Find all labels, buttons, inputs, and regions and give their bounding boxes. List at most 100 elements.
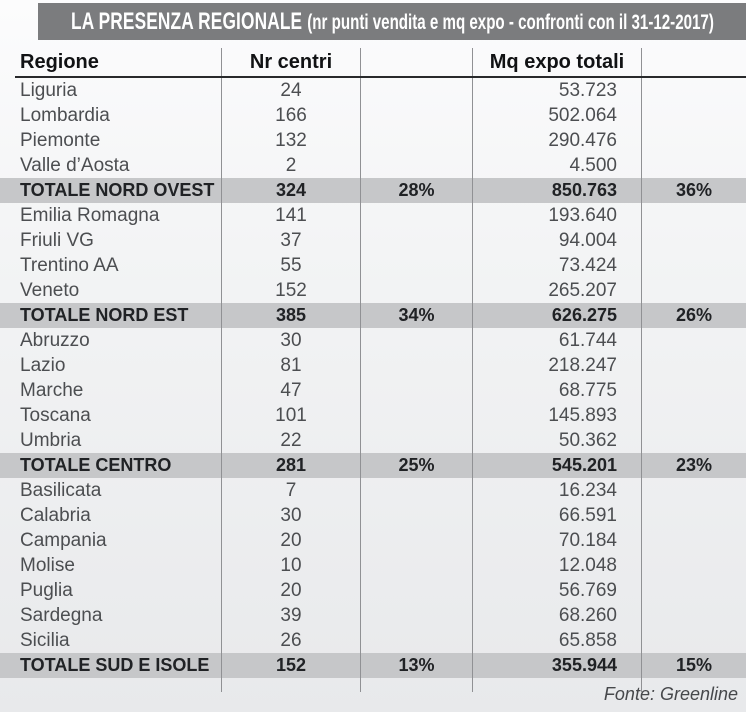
centers-pct-cell <box>361 603 473 628</box>
header-centers-pct-label <box>361 48 473 76</box>
region-cell: Lazio <box>0 353 222 378</box>
mq-cell: 193.640 <box>473 203 642 228</box>
centers-cell: 152 <box>222 653 361 678</box>
region-cell: Campania <box>0 528 222 553</box>
region-cell: TOTALE CENTRO <box>0 453 222 478</box>
table-header-row: Regione Nr centri Mq expo totali <box>0 48 746 76</box>
table-row: Piemonte 132 290.476 <box>0 128 746 153</box>
table-body: Liguria 24 53.723 Lombardia 166 502.064 Piemon… <box>0 78 746 692</box>
region-cell: Valle d’Aosta <box>0 153 222 178</box>
centers-pct-cell <box>361 253 473 278</box>
centers-pct-cell <box>361 628 473 653</box>
centers-pct-cell <box>361 278 473 303</box>
region-cell: Veneto <box>0 278 222 303</box>
centers-pct-cell <box>361 528 473 553</box>
header-rule <box>15 76 746 78</box>
centers-pct-cell <box>361 503 473 528</box>
table-row: Trentino AA 55 73.424 <box>0 253 746 278</box>
centers-cell: 81 <box>222 353 361 378</box>
table-row: Sardegna 39 68.260 <box>0 603 746 628</box>
mq-cell: 68.775 <box>473 378 642 403</box>
region-cell: Piemonte <box>0 128 222 153</box>
mq-pct-cell <box>642 628 746 653</box>
table-row: Marche 47 68.775 <box>0 378 746 403</box>
table-row: Calabria 30 66.591 <box>0 503 746 528</box>
mq-pct-cell <box>642 228 746 253</box>
centers-pct-cell <box>361 128 473 153</box>
region-cell <box>0 678 222 692</box>
region-cell: Toscana <box>0 403 222 428</box>
mq-pct-cell <box>642 403 746 428</box>
centers-cell: 324 <box>222 178 361 203</box>
table-row: Puglia 20 56.769 <box>0 578 746 603</box>
mq-cell: 66.591 <box>473 503 642 528</box>
region-cell: Molise <box>0 553 222 578</box>
centers-cell: 20 <box>222 528 361 553</box>
title-line: LA PRESENZA REGIONALE (nr punti vendita e… <box>71 8 714 36</box>
page-title: LA PRESENZA REGIONALE <box>70 7 302 35</box>
mq-pct-cell <box>642 603 746 628</box>
centers-pct-cell: 28% <box>361 178 473 203</box>
region-cell: TOTALE NORD OVEST <box>0 178 222 203</box>
centers-pct-cell <box>361 478 473 503</box>
title-bar: LA PRESENZA REGIONALE (nr punti vendita e… <box>38 3 746 40</box>
centers-pct-cell: 34% <box>361 303 473 328</box>
region-cell: Liguria <box>0 78 222 103</box>
mq-pct-cell <box>642 253 746 278</box>
mq-pct-cell <box>642 128 746 153</box>
centers-cell: 39 <box>222 603 361 628</box>
mq-cell: 850.763 <box>473 178 642 203</box>
centers-cell: 10 <box>222 553 361 578</box>
centers-cell: 24 <box>222 78 361 103</box>
mq-pct-cell <box>642 553 746 578</box>
header-mq-pct-label <box>642 48 746 76</box>
mq-pct-cell <box>642 478 746 503</box>
table-row: Liguria 24 53.723 <box>0 78 746 103</box>
centers-pct-cell <box>361 153 473 178</box>
centers-cell: 141 <box>222 203 361 228</box>
mq-cell: 53.723 <box>473 78 642 103</box>
mq-cell: 56.769 <box>473 578 642 603</box>
centers-pct-cell: 13% <box>361 653 473 678</box>
divider-spacer-row <box>0 678 746 692</box>
region-cell: Friuli VG <box>0 228 222 253</box>
mq-cell: 68.260 <box>473 603 642 628</box>
table-row: Campania 20 70.184 <box>0 528 746 553</box>
total-row: TOTALE NORD EST 385 34% 626.275 26% <box>0 303 746 328</box>
mq-cell: 50.362 <box>473 428 642 453</box>
centers-pct-cell <box>361 78 473 103</box>
region-cell: Lombardia <box>0 103 222 128</box>
mq-cell: 12.048 <box>473 553 642 578</box>
mq-cell <box>473 678 642 692</box>
mq-pct-cell <box>642 578 746 603</box>
mq-cell: 65.858 <box>473 628 642 653</box>
mq-cell: 626.275 <box>473 303 642 328</box>
region-cell: Puglia <box>0 578 222 603</box>
mq-cell: 218.247 <box>473 353 642 378</box>
centers-pct-cell <box>361 328 473 353</box>
region-cell: TOTALE SUD E ISOLE <box>0 653 222 678</box>
mq-pct-cell: 15% <box>675 655 713 675</box>
region-cell: Sardegna <box>0 603 222 628</box>
mq-pct-cell <box>642 528 746 553</box>
centers-cell: 37 <box>222 228 361 253</box>
total-row: TOTALE SUD E ISOLE 152 13% 355.944 15% <box>0 653 746 678</box>
mq-pct-cell: 36% <box>675 180 713 200</box>
region-cell: Sicilia <box>0 628 222 653</box>
centers-cell: 26 <box>222 628 361 653</box>
centers-cell: 30 <box>222 503 361 528</box>
mq-cell: 4.500 <box>473 153 642 178</box>
centers-pct-cell <box>361 553 473 578</box>
table-row: Lazio 81 218.247 <box>0 353 746 378</box>
mq-cell: 502.064 <box>473 103 642 128</box>
mq-cell: 61.744 <box>473 328 642 353</box>
centers-pct-cell <box>361 578 473 603</box>
mq-cell: 545.201 <box>473 453 642 478</box>
centers-pct-cell <box>361 353 473 378</box>
mq-pct-cell <box>642 503 746 528</box>
region-cell: Umbria <box>0 428 222 453</box>
centers-pct-cell <box>361 428 473 453</box>
table-row: Veneto 152 265.207 <box>0 278 746 303</box>
header-mq-label: Mq expo totali <box>473 48 642 76</box>
